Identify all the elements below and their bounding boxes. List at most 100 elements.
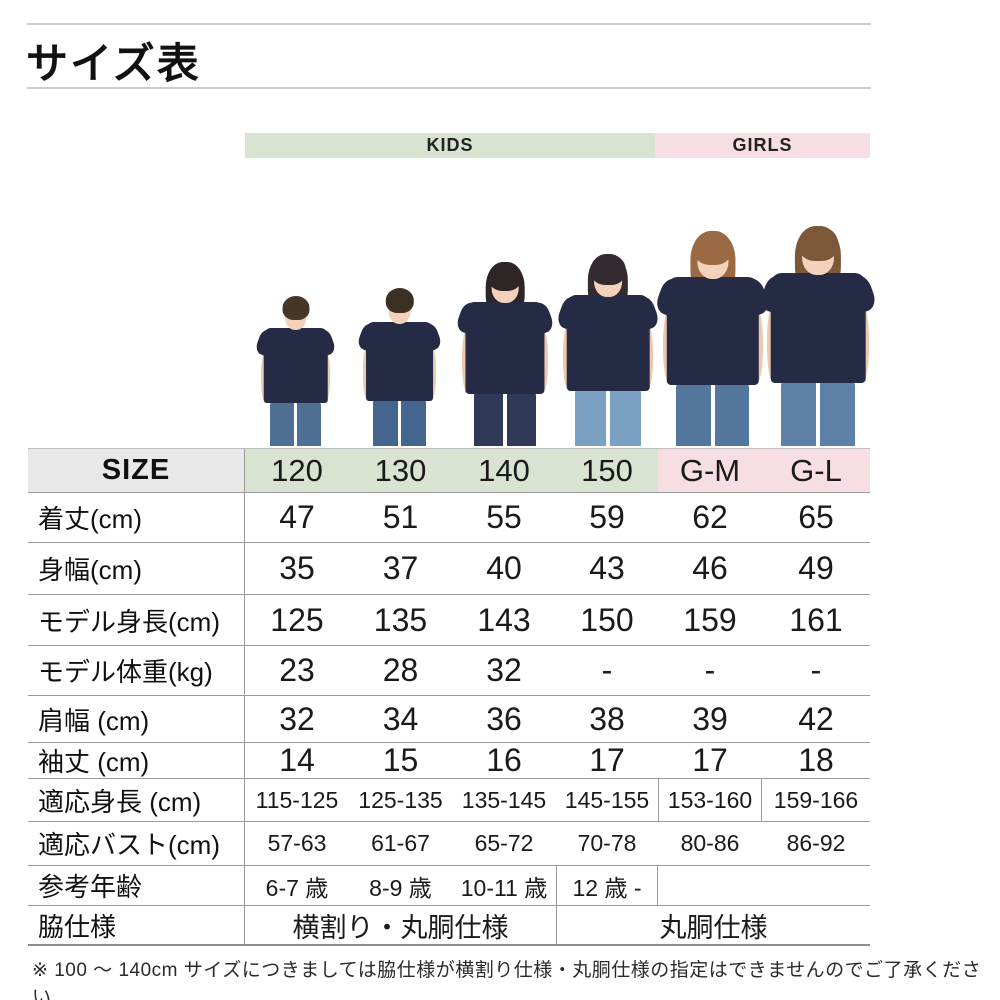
cell: 65 [798, 499, 834, 535]
cell: 10-11 歳 [460, 874, 548, 901]
cell: - [704, 652, 716, 688]
cell: 70-78 [577, 830, 637, 856]
cell: 23 [279, 652, 315, 688]
cell: 125-135 [358, 786, 443, 813]
cell: 80-86 [680, 830, 740, 856]
size-col-150: 150 [556, 449, 658, 492]
cell: 161 [789, 601, 843, 638]
size-col-130: 130 [349, 449, 452, 492]
row-label: 身幅(cm) [28, 543, 245, 594]
model-photo-150 [555, 254, 661, 446]
row-reference-age: 参考年齢 6-7 歳 8-9 歳 10-11 歳 12 歳 - [28, 866, 870, 906]
cell: 57-63 [267, 830, 327, 856]
cell: 51 [382, 499, 419, 535]
cell: 18 [798, 743, 834, 778]
cell: 125 [270, 601, 324, 638]
row-label: 適応身長 (cm) [28, 779, 245, 821]
size-col-120: 120 [245, 449, 349, 492]
cell: 17 [589, 743, 625, 778]
jeans-leg-shape [714, 382, 750, 446]
hair-shape [488, 262, 522, 292]
row-label: モデル身長(cm) [28, 595, 245, 645]
cell: 115-125 [255, 786, 339, 813]
size-col-140: 140 [452, 449, 556, 492]
jeans-leg-shape [780, 381, 816, 446]
side-spec-kids-cell: 横割り・丸胴仕様 [292, 912, 509, 943]
cell: 159 [683, 601, 737, 638]
model-photo-130 [356, 288, 443, 446]
model-photo-120 [254, 296, 337, 446]
model-photo-gm [653, 231, 772, 446]
title-divider-top [27, 23, 871, 25]
row-label: 適応バスト(cm) [28, 822, 245, 865]
row-side-spec: 脇仕様 横割り・丸胴仕様 丸胴仕様 [28, 906, 870, 946]
hair-shape [693, 231, 733, 266]
cell [658, 866, 762, 905]
model-photo-140 [454, 262, 556, 446]
cell: 150 [580, 601, 634, 638]
side-spec-girls-cell: 丸胴仕様 [556, 906, 870, 944]
cell: 47 [279, 499, 315, 535]
cell: 49 [798, 550, 834, 586]
row-model-weight: モデル体重(kg) 23 28 32 - - - [28, 646, 870, 696]
row-shoulder-width: 肩幅 (cm) 32 34 36 38 39 42 [28, 696, 870, 743]
cell: 40 [486, 550, 522, 586]
model-photo-gl [757, 226, 879, 446]
cell: 16 [486, 743, 522, 778]
size-table: SIZE 120 130 140 150 G-M G-L 着丈(cm) 47 5… [28, 448, 870, 946]
cell: 61-67 [371, 830, 430, 856]
row-label: 肩幅 (cm) [28, 696, 245, 742]
cell: 38 [589, 700, 625, 737]
size-col-gm: G-M [658, 449, 762, 492]
jeans-leg-shape [401, 399, 427, 446]
row-label: モデル体重(kg) [28, 646, 245, 695]
cell [762, 866, 870, 905]
row-fit-height: 適応身長 (cm) 115-125 125-135 135-145 145-15… [28, 779, 870, 822]
jeans-leg-shape [473, 391, 504, 446]
cell: 34 [382, 700, 419, 737]
jeans-leg-shape [676, 382, 711, 446]
hair-shape [590, 254, 626, 285]
cell: 35 [279, 550, 315, 586]
cell: 12 歳 - [556, 866, 658, 905]
title-divider-bottom [27, 87, 871, 89]
row-label: 着丈(cm) [28, 493, 245, 542]
cell: - [810, 652, 822, 688]
jeans-leg-shape [297, 401, 321, 446]
cell: 46 [692, 550, 728, 586]
hair-shape [385, 288, 414, 314]
model-photo-strip [0, 0, 1000, 446]
row-label: 袖丈 (cm) [28, 743, 245, 778]
row-sleeve-length: 袖丈 (cm) 14 15 16 17 17 18 [28, 743, 870, 779]
cell: 15 [382, 743, 419, 778]
hair-shape [282, 296, 309, 320]
cell: 159-166 [773, 786, 859, 813]
row-back-length: 着丈(cm) 47 51 55 59 62 65 [28, 493, 870, 543]
size-col-gl: G-L [762, 449, 870, 492]
jeans-leg-shape [609, 389, 641, 446]
row-body-width: 身幅(cm) 35 37 40 43 46 49 [28, 543, 870, 595]
row-label: 脇仕様 [28, 906, 245, 944]
cell: 62 [692, 499, 728, 535]
hair-shape [798, 226, 838, 262]
cell: 135-145 [461, 786, 547, 813]
jeans-leg-shape [820, 381, 856, 446]
page-title: サイズ表 [26, 40, 201, 87]
cell: 32 [486, 652, 522, 688]
cell: 17 [692, 743, 728, 778]
cell: 32 [279, 700, 315, 737]
cell: 59 [589, 499, 625, 535]
cell: 37 [382, 550, 419, 586]
jeans-leg-shape [506, 391, 537, 446]
cell: - [601, 652, 613, 688]
cell: 8-9 歳 [369, 874, 432, 901]
cell: 145-155 [564, 786, 650, 813]
cell: 6-7 歳 [265, 874, 329, 901]
cell: 143 [477, 601, 531, 638]
jeans-leg-shape [575, 389, 607, 446]
cell: 36 [486, 700, 522, 737]
cell: 43 [589, 550, 625, 586]
cell: 42 [798, 700, 834, 737]
group-header-band: KIDS GIRLS [245, 133, 870, 158]
